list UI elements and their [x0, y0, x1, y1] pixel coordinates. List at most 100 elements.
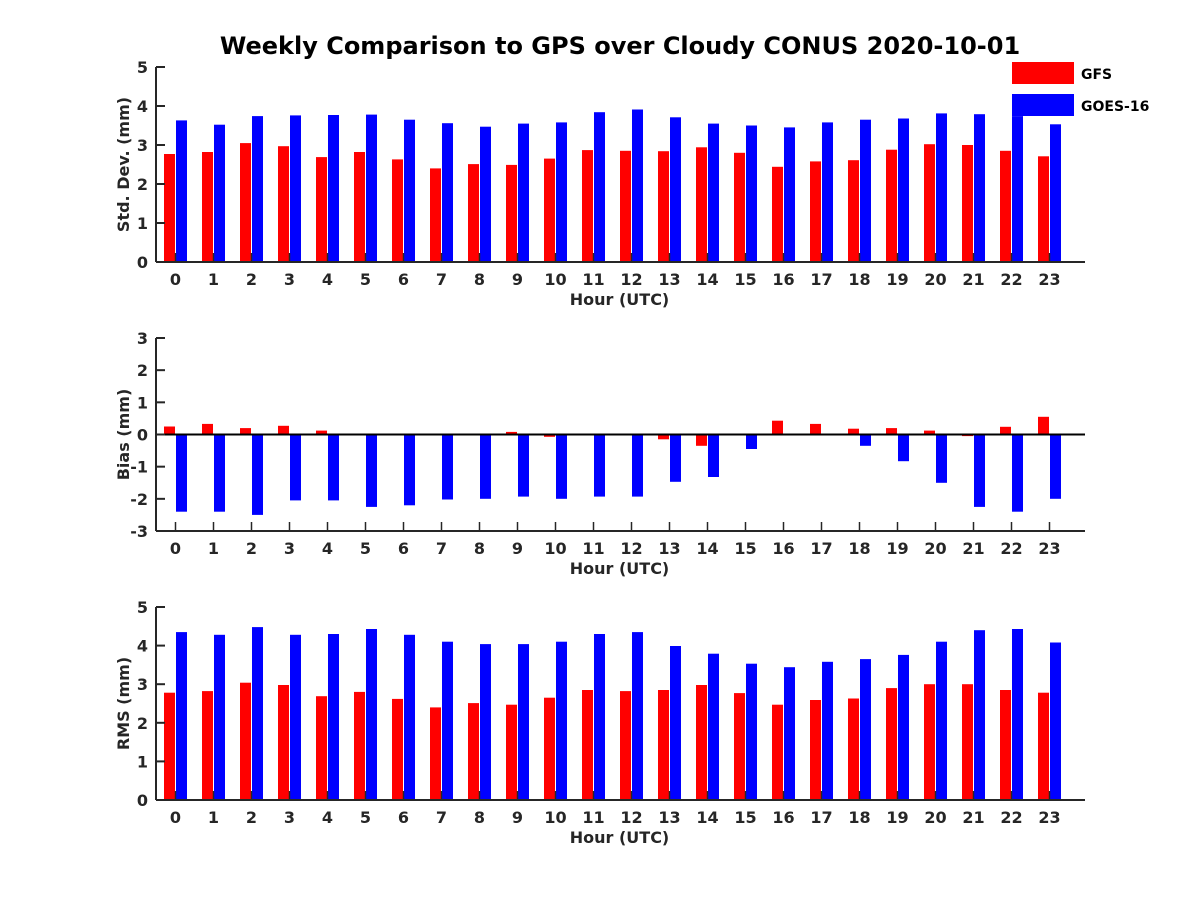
- bar-gfs-14: [696, 685, 707, 800]
- y-tick-label: 2: [137, 714, 148, 733]
- y-tick-label: 3: [137, 329, 148, 348]
- bar-goes16-9: [518, 434, 529, 497]
- x-tick-label: 12: [620, 539, 642, 558]
- bar-gfs-20: [924, 684, 935, 800]
- bar-goes16-8: [480, 434, 491, 499]
- bar-goes16-19: [898, 654, 909, 800]
- bar-gfs-18: [848, 698, 859, 800]
- bar-goes16-12: [632, 109, 643, 262]
- x-tick-label: 3: [284, 539, 295, 558]
- bar-gfs-21: [962, 145, 973, 262]
- bar-goes16-18: [860, 119, 871, 262]
- bar-gfs-23: [1038, 416, 1049, 435]
- y-tick-label: 2: [137, 175, 148, 194]
- bar-gfs-13: [658, 151, 669, 262]
- bar-gfs-11: [582, 690, 593, 800]
- bar-gfs-15: [734, 693, 745, 800]
- bar-gfs-6: [392, 698, 403, 800]
- x-tick-label: 21: [962, 808, 984, 827]
- bar-gfs-9: [506, 431, 517, 435]
- bar-gfs-4: [316, 696, 327, 800]
- x-tick-label: 17: [810, 270, 832, 289]
- x-tick-label: 2: [246, 270, 257, 289]
- bar-goes16-22: [1012, 116, 1023, 262]
- x-tick-label: 11: [582, 270, 604, 289]
- bar-gfs-21: [962, 684, 973, 800]
- bar-goes16-7: [442, 434, 453, 500]
- bar-gfs-3: [278, 146, 289, 262]
- y-axis-label: RMS (mm): [114, 657, 133, 750]
- bar-gfs-5: [354, 691, 365, 800]
- bar-gfs-3: [278, 685, 289, 800]
- x-tick-label: 3: [284, 808, 295, 827]
- bar-goes16-16: [784, 667, 795, 800]
- x-tick-label: 15: [734, 808, 756, 827]
- bar-goes16-1: [214, 434, 225, 512]
- bar-goes16-0: [176, 632, 187, 800]
- bar-gfs-23: [1038, 156, 1049, 262]
- bar-gfs-16: [772, 704, 783, 800]
- bar-gfs-19: [886, 688, 897, 800]
- x-tick-label: 15: [734, 270, 756, 289]
- bar-goes16-22: [1012, 434, 1023, 512]
- bar-goes16-15: [746, 434, 757, 449]
- bar-goes16-4: [328, 434, 339, 501]
- bar-goes16-9: [518, 123, 529, 262]
- bar-gfs-7: [430, 168, 441, 262]
- bar-gfs-13: [658, 690, 669, 800]
- bar-gfs-19: [886, 149, 897, 262]
- x-tick-label: 15: [734, 539, 756, 558]
- y-tick-label: 4: [137, 637, 148, 656]
- bar-gfs-16: [772, 166, 783, 262]
- bar-gfs-3: [278, 425, 289, 435]
- x-tick-label: 19: [886, 270, 908, 289]
- bar-gfs-9: [506, 704, 517, 800]
- x-tick-label: 14: [696, 539, 718, 558]
- x-tick-label: 10: [544, 270, 566, 289]
- legend: GFS GOES-16: [1012, 62, 1149, 116]
- bar-gfs-22: [1000, 690, 1011, 800]
- bar-gfs-18: [848, 428, 859, 435]
- x-tick-label: 17: [810, 539, 832, 558]
- x-tick-label: 18: [848, 539, 870, 558]
- bar-gfs-2: [240, 682, 251, 800]
- x-tick-label: 21: [962, 539, 984, 558]
- bar-gfs-10: [544, 158, 555, 262]
- legend-label-gfs: GFS: [1081, 67, 1112, 83]
- x-axis-label: Hour (UTC): [570, 828, 670, 847]
- bar-goes16-13: [670, 117, 681, 262]
- bar-goes16-18: [860, 434, 871, 446]
- bar-gfs-7: [430, 707, 441, 800]
- x-tick-label: 3: [284, 270, 295, 289]
- bar-goes16-12: [632, 434, 643, 497]
- bar-goes16-1: [214, 634, 225, 800]
- x-tick-label: 0: [170, 270, 181, 289]
- bar-goes16-0: [176, 434, 187, 512]
- bar-gfs-14: [696, 147, 707, 262]
- bar-gfs-0: [164, 692, 175, 800]
- bar-gfs-12: [620, 150, 631, 262]
- bar-gfs-19: [886, 428, 897, 435]
- bar-goes16-4: [328, 115, 339, 262]
- bar-gfs-1: [202, 691, 213, 800]
- bar-goes16-11: [594, 634, 605, 800]
- y-tick-label: 4: [137, 97, 148, 116]
- bar-goes16-21: [974, 630, 985, 800]
- bar-gfs-12: [620, 691, 631, 800]
- legend-swatch-gfs: [1012, 62, 1074, 84]
- y-tick-label: 2: [137, 361, 148, 380]
- x-tick-label: 4: [322, 539, 333, 558]
- x-tick-label: 19: [886, 539, 908, 558]
- bar-goes16-3: [290, 434, 301, 501]
- bar-goes16-5: [366, 114, 377, 262]
- bar-goes16-20: [936, 434, 947, 483]
- bar-goes16-14: [708, 123, 719, 262]
- bar-goes16-4: [328, 634, 339, 800]
- bar-gfs-8: [468, 703, 479, 800]
- bar-gfs-13: [658, 434, 669, 440]
- bar-goes16-19: [898, 434, 909, 462]
- bar-goes16-20: [936, 113, 947, 263]
- x-tick-label: 16: [772, 270, 794, 289]
- bar-goes16-19: [898, 118, 909, 262]
